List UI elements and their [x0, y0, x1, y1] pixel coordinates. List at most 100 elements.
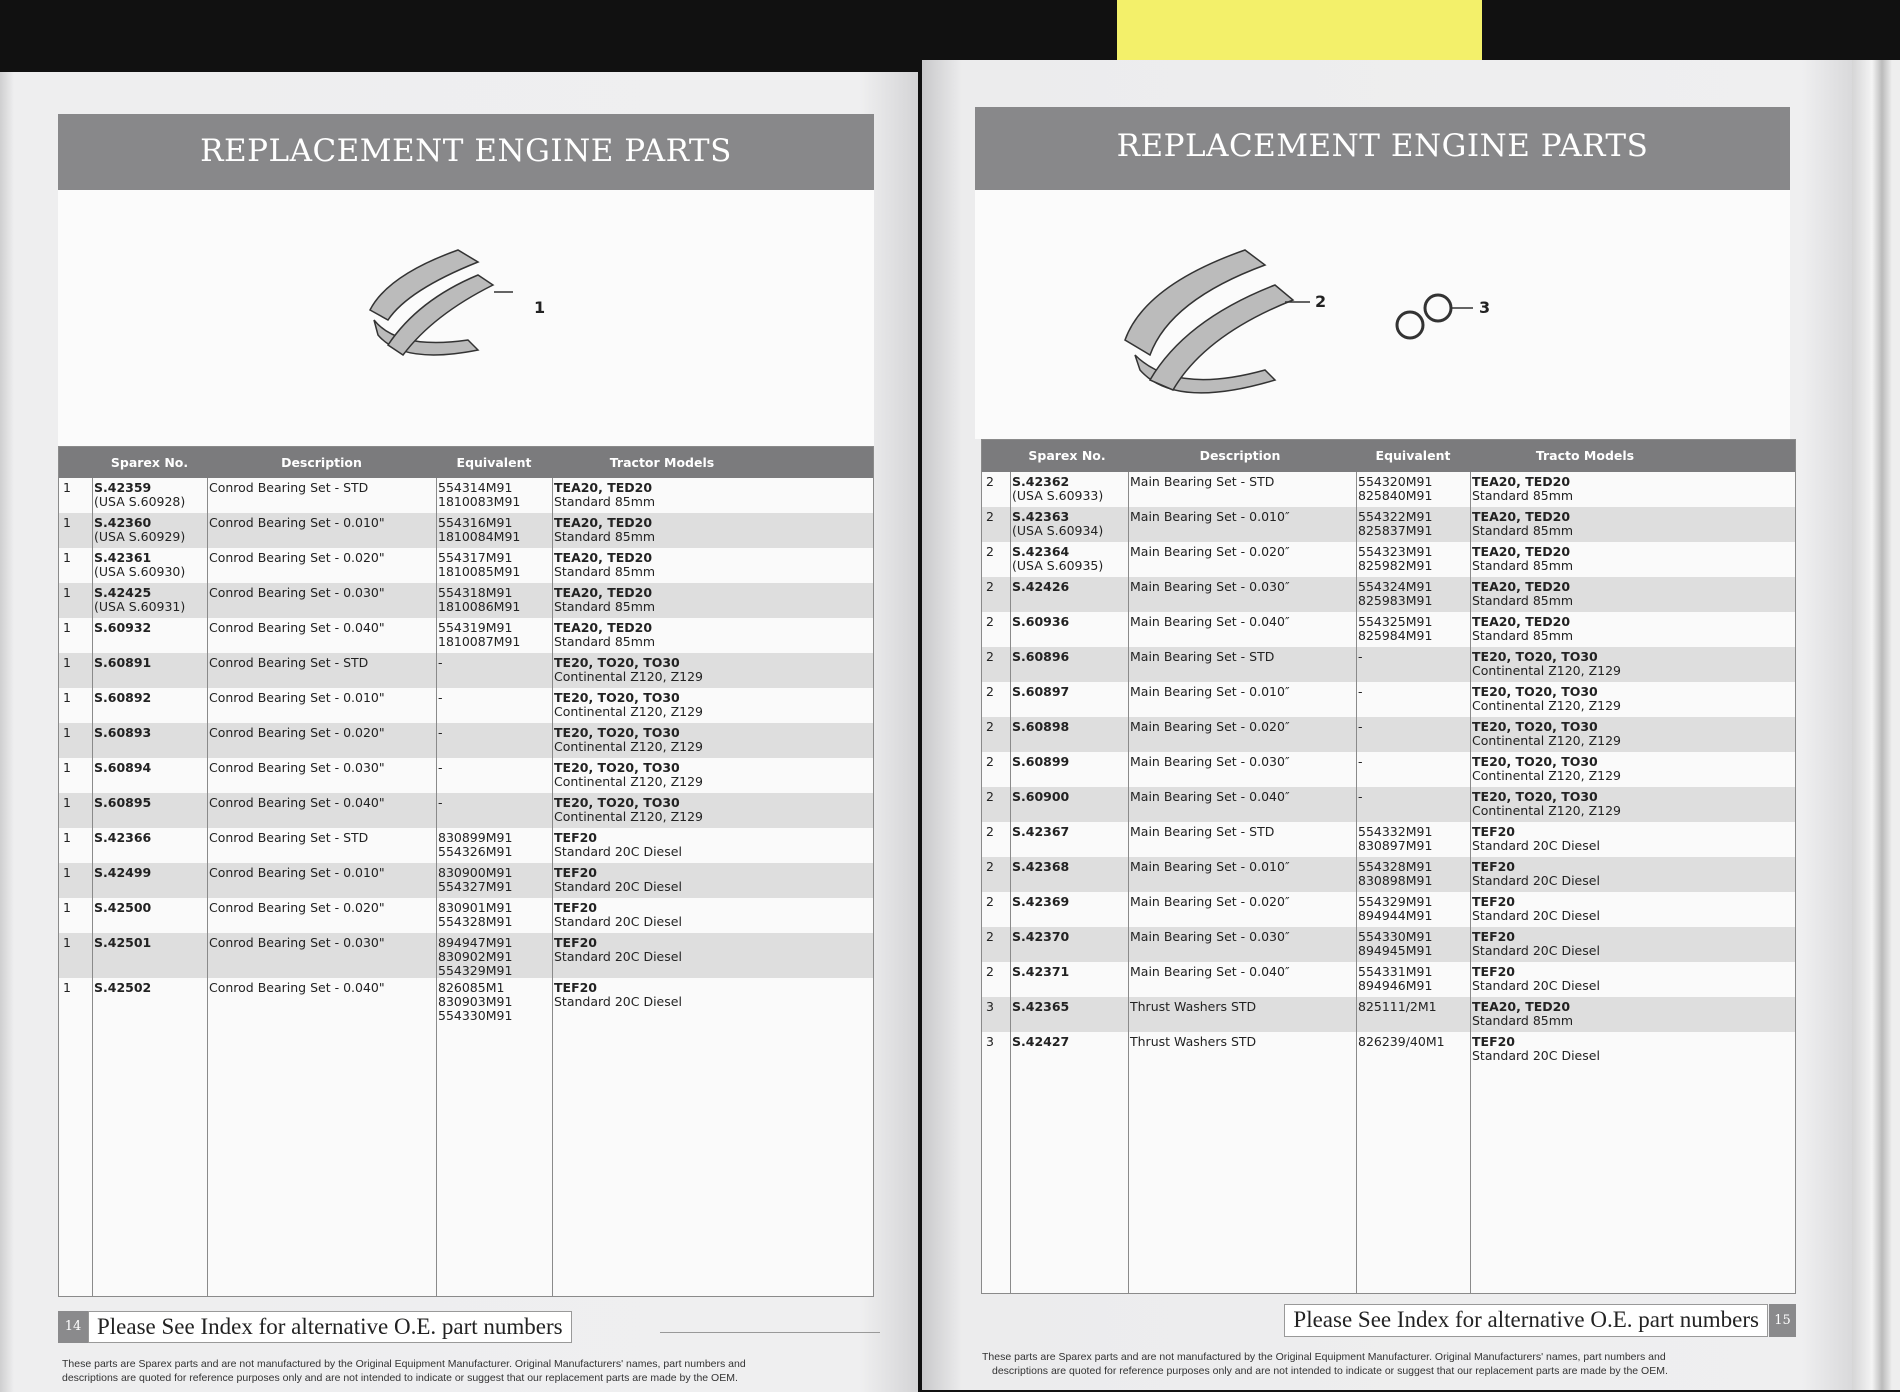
table-header: Sparex No. Description Equivalent Tracto… [59, 447, 873, 478]
tractor-model-detail: Standard 20C Diesel [554, 914, 682, 929]
table-row: 2 S.42362 (USA S.60933) Main Bearing Set - … [982, 472, 1795, 507]
equivalent-cell: 554324M91 825983M91 [1358, 579, 1433, 608]
sparex-no-cell: S.42427 [1012, 1034, 1070, 1049]
tractor-models-cell: TEF20 [554, 865, 597, 880]
table-row: 1 S.60892 Conrod Bearing Set - 0.010" - TE20… [59, 688, 873, 723]
ref-cell: 1 [63, 655, 71, 670]
equivalent-cell: 554320M91 825840M91 [1358, 474, 1433, 503]
sparex-no-cell: S.60896 [1012, 649, 1070, 664]
sparex-no-cell: S.42369 [1012, 894, 1070, 909]
table-row: 2 S.60936 Main Bearing Set - 0.040″ 554325M… [982, 612, 1795, 647]
table-row: 1 S.42359 (USA S.60928) Conrod Bearing Set … [59, 478, 873, 513]
table-row: 1 S.60893 Conrod Bearing Set - 0.020" - TE20… [59, 723, 873, 758]
sparex-no-cell: S.42360 [94, 515, 152, 530]
usa-part-number: (USA S.60935) [1012, 558, 1104, 573]
ref-cell: 2 [986, 719, 994, 734]
tractor-model-detail: Standard 85mm [1472, 488, 1574, 503]
description-cell: Conrod Bearing Set - 0.020" [209, 725, 385, 740]
table-row: 1 S.42500 Conrod Bearing Set - 0.020" 83090… [59, 898, 873, 933]
tractor-models-cell: TEF20 [1472, 1034, 1515, 1049]
main-bearing-illustration [1124, 249, 1473, 394]
description-cell: Main Bearing Set - 0.010″ [1130, 509, 1290, 524]
table-row: 2 S.42367 Main Bearing Set - STD 554332M91 … [982, 822, 1795, 857]
equivalent-cell: 554332M91 830897M91 [1358, 824, 1433, 853]
tractor-models-cell: TEF20 [554, 935, 597, 950]
description-cell: Main Bearing Set - 0.040″ [1130, 964, 1290, 979]
equivalent-cell: 554325M91 825984M91 [1358, 614, 1433, 643]
equivalent-cell: 830901M91 554328M91 [438, 900, 513, 929]
description-cell: Main Bearing Set - STD [1130, 649, 1275, 664]
sparex-no-cell: S.42361 [94, 550, 152, 565]
table-row: 1 S.60932 Conrod Bearing Set - 0.040" 55431… [59, 618, 873, 653]
description-cell: Conrod Bearing Set - 0.020" [209, 550, 385, 565]
ref-cell: 2 [986, 614, 994, 629]
tractor-models-cell: TEF20 [554, 830, 597, 845]
tractor-model-detail: Continental Z120, Z129 [1472, 663, 1622, 678]
sparex-no-cell: S.60892 [94, 690, 152, 705]
table-row: 1 S.42366 Conrod Bearing Set - STD 830899M9… [59, 828, 873, 863]
sparex-no-cell: S.42363 [1012, 509, 1070, 524]
equivalent-cell: 554318M91 1810086M91 [438, 585, 521, 614]
tractor-model-detail: Standard 20C Diesel [554, 949, 682, 964]
description-cell: Conrod Bearing Set - 0.040" [209, 980, 385, 995]
tractor-model-detail: Continental Z120, Z129 [554, 669, 704, 684]
sparex-no-cell: S.60900 [1012, 789, 1070, 804]
left-page: REPLACEMENT ENGINE PARTS 1 Sparex No. De… [0, 72, 918, 1392]
sparex-no-cell: S.42368 [1012, 859, 1070, 874]
sparex-no-cell: S.60891 [94, 655, 152, 670]
equivalent-cell: 554317M91 1810085M91 [438, 550, 521, 579]
page-title: REPLACEMENT ENGINE PARTS [58, 114, 874, 190]
ref-cell: 2 [986, 649, 994, 664]
ref-cell: 2 [986, 544, 994, 559]
sparex-no-cell: S.42364 [1012, 544, 1070, 559]
illustration-area: 2 3 [975, 190, 1790, 439]
ref-cell: 2 [986, 509, 994, 524]
disclaimer-line-2: descriptions are quoted for reference pu… [62, 1372, 738, 1384]
tractor-model-detail: Continental Z120, Z129 [1472, 698, 1622, 713]
table-row: 1 S.42360 (USA S.60929) Conrod Bearing Set … [59, 513, 873, 548]
tractor-model-detail: Standard 20C Diesel [1472, 978, 1600, 993]
equivalent-cell: 554316M91 1810084M91 [438, 515, 521, 544]
table-row: 2 S.60900 Main Bearing Set - 0.040″ - TE20, … [982, 787, 1795, 822]
sparex-no-cell: S.60936 [1012, 614, 1070, 629]
tractor-models-cell: TEA20, TED20 [1472, 509, 1571, 524]
ref-cell: 1 [63, 620, 71, 635]
usa-part-number: (USA S.60931) [94, 599, 186, 614]
tractor-models-cell: TEF20 [1472, 964, 1515, 979]
sparex-no-cell: S.42499 [94, 865, 152, 880]
tractor-models-cell: TEF20 [1472, 824, 1515, 839]
tractor-models-cell: TE20, TO20, TO30 [554, 690, 680, 705]
sparex-no-cell: S.42370 [1012, 929, 1070, 944]
parts-table: Sparex No. Description Equivalent Tracto… [981, 439, 1796, 1294]
ref-cell: 3 [986, 1034, 994, 1049]
column-divider [92, 478, 93, 1296]
table-row: 1 S.42361 (USA S.60930) Conrod Bearing Set … [59, 548, 873, 583]
description-cell: Conrod Bearing Set - 0.030" [209, 935, 385, 950]
description-cell: Main Bearing Set - 0.030″ [1130, 754, 1290, 769]
equivalent-cell: - [438, 725, 443, 740]
sparex-no-cell: S.42501 [94, 935, 152, 950]
ref-cell: 1 [63, 830, 71, 845]
equivalent-cell: 826239/40M1 [1358, 1034, 1445, 1049]
tractor-model-detail: Standard 85mm [1472, 593, 1574, 608]
equivalent-cell: 830900M91 554327M91 [438, 865, 513, 894]
table-row: 2 S.42368 Main Bearing Set - 0.010″ 554328M… [982, 857, 1795, 892]
callout-3: 3 [1479, 298, 1491, 317]
column-divider [207, 478, 208, 1296]
tractor-models-cell: TE20, TO20, TO30 [554, 795, 680, 810]
table-row: 1 S.60895 Conrod Bearing Set - 0.040" - TE20… [59, 793, 873, 828]
description-cell: Conrod Bearing Set - 0.040" [209, 620, 385, 635]
sparex-no-cell: S.60895 [94, 795, 152, 810]
sparex-no-cell: S.42425 [94, 585, 152, 600]
equivalent-cell: 554319M91 1810087M91 [438, 620, 521, 649]
tractor-models-cell: TEA20, TED20 [554, 515, 653, 530]
description-cell: Main Bearing Set - 0.020″ [1130, 719, 1290, 734]
col-description: Description [281, 455, 362, 470]
book-edge [1852, 60, 1900, 1390]
tractor-model-detail: Continental Z120, Z129 [1472, 803, 1622, 818]
tractor-model-detail: Standard 85mm [554, 634, 656, 649]
table-row: 2 S.42369 Main Bearing Set - 0.020″ 554329M… [982, 892, 1795, 927]
table-row: 2 S.42370 Main Bearing Set - 0.030″ 554330M… [982, 927, 1795, 962]
ref-cell: 1 [63, 935, 71, 950]
ref-cell: 1 [63, 725, 71, 740]
